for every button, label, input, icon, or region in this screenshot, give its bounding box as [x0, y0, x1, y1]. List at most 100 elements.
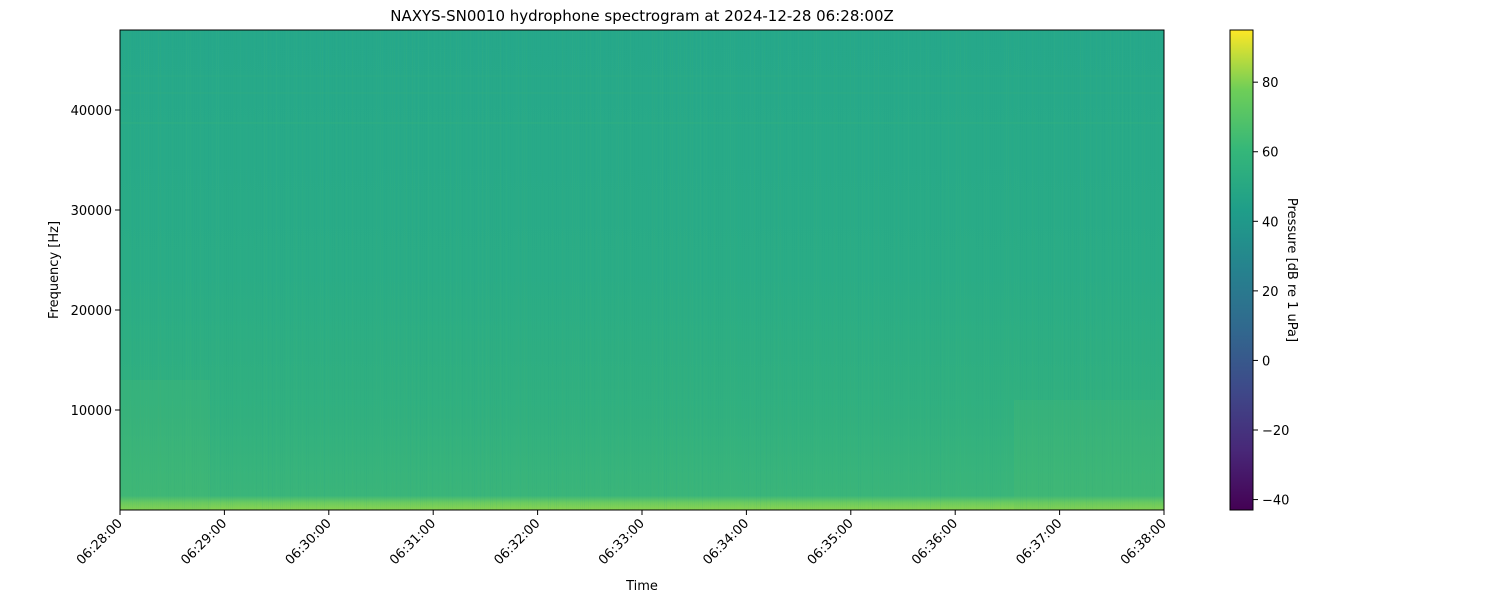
spectrogram-striation [1114, 30, 1115, 510]
spectrogram-striation [914, 30, 915, 510]
spectrogram-striation [362, 30, 363, 510]
spectrogram-striation [722, 30, 723, 510]
spectrogram-striation [494, 30, 495, 510]
spectrogram-striation [352, 30, 353, 510]
spectrogram-striation [926, 30, 927, 510]
spectrogram-striation [408, 30, 409, 510]
spectrogram-striation [796, 30, 797, 510]
spectrogram-striation [930, 30, 931, 510]
spectrogram-striation [410, 30, 411, 510]
spectrogram-striation [900, 30, 901, 510]
spectrogram-striation [1050, 30, 1051, 510]
spectrogram-striation [924, 30, 925, 510]
spectrogram-striation [824, 30, 825, 510]
spectrogram-striation [508, 30, 509, 510]
spectrogram-striation [588, 30, 589, 510]
spectrogram-striation [464, 30, 465, 510]
spectrogram-striation [366, 30, 367, 510]
spectrogram-striation [538, 30, 539, 510]
spectrogram-striation [820, 30, 821, 510]
spectrogram-striation [994, 30, 995, 510]
spectrogram-striation [690, 30, 691, 510]
spectrogram-striation [158, 30, 159, 510]
spectrogram-striation [768, 30, 769, 510]
spectrogram-striation [478, 30, 479, 510]
chart-title: NAXYS-SN0010 hydrophone spectrogram at 2… [390, 7, 894, 25]
spectrogram-striation [738, 30, 739, 510]
spectrogram-striation [614, 30, 615, 510]
spectrogram-striation [492, 30, 493, 510]
spectrogram-striation [256, 30, 257, 510]
spectrogram-striation [262, 30, 263, 510]
spectrogram-striation [774, 30, 775, 510]
spectrogram-striation [364, 30, 365, 510]
spectrogram-striation [862, 30, 863, 510]
spectrogram-striation [266, 30, 267, 510]
spectrogram-striation [378, 30, 379, 510]
spectrogram-striation [812, 30, 813, 510]
spectrogram-striation [852, 30, 853, 510]
spectrogram-striation [482, 30, 483, 510]
spectrogram-striation [672, 30, 673, 510]
spectrogram-striation [662, 30, 663, 510]
spectrogram-striation [1118, 30, 1119, 510]
spectrogram-striation [1132, 30, 1133, 510]
spectrogram-striation [480, 30, 481, 510]
spectrogram-striation [646, 30, 647, 510]
spectrogram-striation [284, 30, 285, 510]
spectrogram-striation [1080, 30, 1081, 510]
spectrogram-striation [346, 30, 347, 510]
spectrogram-striation [182, 30, 183, 510]
spectrogram-striation [380, 30, 381, 510]
spectrogram-striation [766, 30, 767, 510]
spectrogram-striation [868, 30, 869, 510]
spectrogram-striation [130, 30, 131, 510]
x-tick-label: 06:33:00 [596, 516, 648, 568]
spectrogram-striation [272, 30, 273, 510]
spectrogram-striation [308, 30, 309, 510]
spectrogram-striation [958, 30, 959, 510]
y-tick-label: 40000 [71, 104, 112, 119]
spectrogram-striation [1012, 30, 1013, 510]
spectrogram-striation [654, 30, 655, 510]
spectrogram-striation [278, 30, 279, 510]
spectrogram-striation [264, 30, 265, 510]
spectrogram-striation [906, 30, 907, 510]
spectrogram-striation [318, 30, 319, 510]
spectrogram-striation [356, 30, 357, 510]
spectrogram-striation [816, 30, 817, 510]
spectrogram-striation [828, 30, 829, 510]
spectrogram-striation [292, 30, 293, 510]
x-tick-label: 06:35:00 [805, 516, 857, 568]
spectrogram-striation [608, 30, 609, 510]
spectrogram-striation [388, 30, 389, 510]
spectrogram-striation [874, 30, 875, 510]
spectrogram-striation [460, 30, 461, 510]
spectrogram-striation [216, 30, 217, 510]
spectrogram-striation [316, 30, 317, 510]
spectrogram-striation [140, 30, 141, 510]
spectrogram-striation [234, 30, 235, 510]
spectrogram-striation [504, 30, 505, 510]
spectrogram-striation [782, 30, 783, 510]
spectrogram-striation [636, 30, 637, 510]
x-tick-label: 06:36:00 [909, 516, 961, 568]
spectrogram-striation [988, 30, 989, 510]
spectrogram-striation [424, 30, 425, 510]
spectrogram-striation [798, 30, 799, 510]
spectrogram-striation [160, 30, 161, 510]
spectrogram-striation [310, 30, 311, 510]
spectrogram-striation [280, 30, 281, 510]
spectrogram-striation [440, 30, 441, 510]
x-tick-label: 06:34:00 [700, 516, 752, 568]
spectrogram-striation [802, 30, 803, 510]
spectrogram-striation [664, 30, 665, 510]
spectrogram-striation [754, 30, 755, 510]
spectrogram-striation [844, 30, 845, 510]
spectrogram-striation [450, 30, 451, 510]
spectrogram-striation [422, 30, 423, 510]
spectrogram-striation [274, 30, 275, 510]
spectrogram-striation [830, 30, 831, 510]
spectrogram-striation [960, 30, 961, 510]
spectrogram-striation [428, 30, 429, 510]
